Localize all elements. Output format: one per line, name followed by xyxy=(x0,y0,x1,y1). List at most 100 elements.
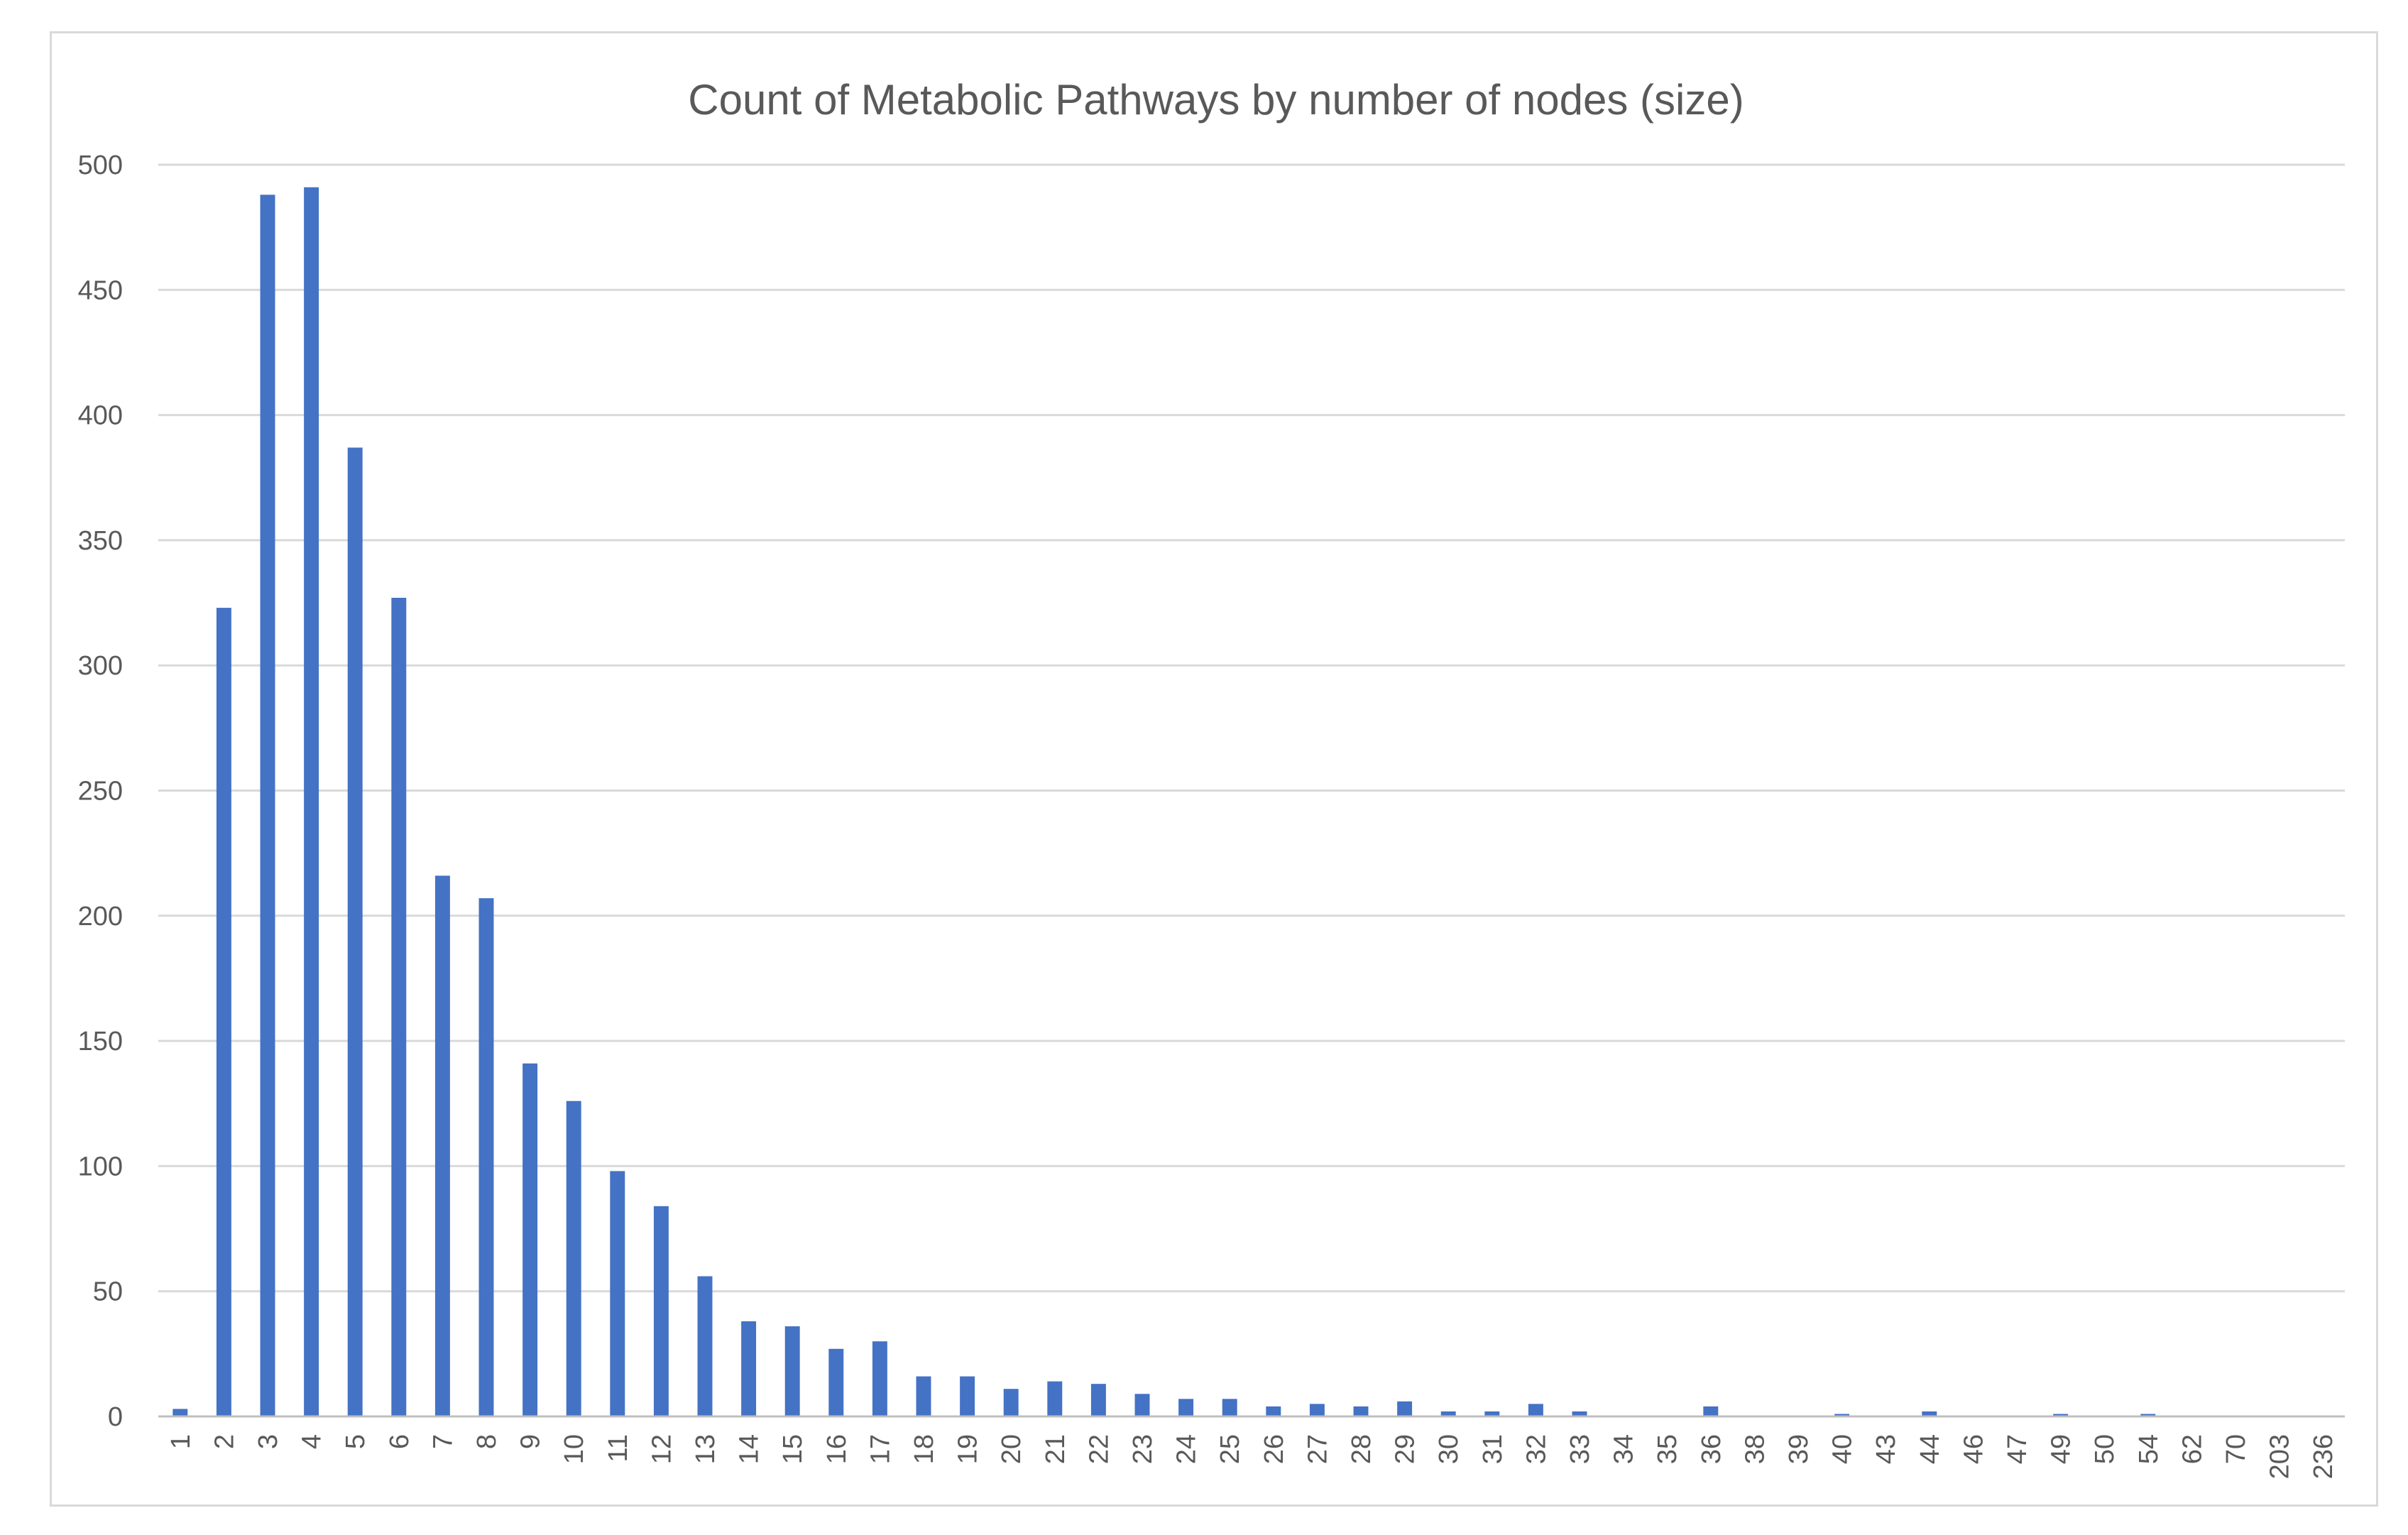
bar-4 xyxy=(304,187,319,1416)
x-tick-label: 35 xyxy=(1653,1434,1682,1464)
bar-36 xyxy=(1703,1406,1719,1416)
x-tick-label: 21 xyxy=(1041,1434,1071,1464)
x-tick-label: 13 xyxy=(691,1434,721,1464)
x-tick-label: 70 xyxy=(2221,1434,2251,1464)
x-tick-label: 49 xyxy=(2047,1434,2076,1464)
x-tick-label: 62 xyxy=(2177,1434,2207,1464)
x-tick-label: 8 xyxy=(472,1434,502,1449)
x-tick-label: 31 xyxy=(1478,1434,1508,1464)
x-tick-label: 43 xyxy=(1871,1434,1901,1464)
bar-10 xyxy=(566,1100,581,1416)
x-tick-label: 54 xyxy=(2134,1434,2164,1464)
bar-18 xyxy=(916,1376,931,1416)
bar-1 xyxy=(173,1409,188,1416)
x-tick-label: 40 xyxy=(1828,1434,1858,1464)
x-tick-label: 39 xyxy=(1784,1434,1814,1464)
x-tick-label: 6 xyxy=(385,1434,415,1449)
bar-27 xyxy=(1309,1404,1325,1416)
x-tick-label: 12 xyxy=(647,1434,677,1464)
y-tick-label: 450 xyxy=(78,275,123,305)
x-tick-label: 10 xyxy=(559,1434,589,1464)
bar-20 xyxy=(1003,1389,1019,1416)
bar-5 xyxy=(347,447,363,1416)
bar-30 xyxy=(1440,1411,1456,1416)
bar-25 xyxy=(1222,1399,1237,1416)
x-tick-label: 9 xyxy=(516,1434,546,1449)
bar-2 xyxy=(216,608,231,1416)
y-tick-label: 200 xyxy=(78,902,123,932)
bars xyxy=(173,187,2156,1416)
bar-6 xyxy=(391,597,407,1416)
bar-29 xyxy=(1397,1401,1413,1416)
x-tick-label: 27 xyxy=(1303,1434,1332,1464)
y-tick-label: 250 xyxy=(78,777,123,807)
x-tick-label: 36 xyxy=(1697,1434,1726,1464)
y-axis-ticks: 0 50 100 150 200 250 300 350 400 450 500 xyxy=(78,151,123,1432)
x-tick-label: 38 xyxy=(1740,1434,1770,1464)
x-tick-label: 30 xyxy=(1434,1434,1464,1464)
y-tick-label: 400 xyxy=(78,401,123,431)
x-tick-label: 46 xyxy=(1959,1434,1988,1464)
bar-44 xyxy=(1922,1411,1937,1416)
x-tick-label: 236 xyxy=(2309,1434,2338,1479)
x-tick-label: 2 xyxy=(209,1434,239,1449)
x-tick-label: 25 xyxy=(1215,1434,1245,1464)
bar-23 xyxy=(1134,1394,1150,1416)
x-tick-label: 3 xyxy=(253,1434,283,1449)
bar-54 xyxy=(2140,1414,2156,1416)
x-tick-label: 18 xyxy=(909,1434,939,1464)
x-tick-label: 15 xyxy=(778,1434,808,1464)
y-tick-label: 150 xyxy=(78,1027,123,1056)
bar-24 xyxy=(1178,1399,1194,1416)
x-tick-label: 28 xyxy=(1347,1434,1377,1464)
y-tick-label: 500 xyxy=(78,151,123,180)
x-tick-label: 20 xyxy=(997,1434,1027,1464)
x-tick-label: 17 xyxy=(865,1434,895,1464)
x-tick-label: 50 xyxy=(2090,1434,2120,1464)
bar-28 xyxy=(1353,1406,1369,1416)
x-tick-label: 4 xyxy=(297,1434,327,1449)
y-tick-label: 0 xyxy=(108,1402,123,1432)
bar-9 xyxy=(522,1063,538,1416)
x-tick-label: 7 xyxy=(428,1434,458,1449)
bar-40 xyxy=(1834,1414,1850,1416)
chart-frame: Count of Metabolic Pathways by number of… xyxy=(50,31,2378,1507)
y-tick-label: 300 xyxy=(78,651,123,681)
x-tick-label: 29 xyxy=(1391,1434,1421,1464)
bar-chart: Count of Metabolic Pathways by number of… xyxy=(78,76,2345,1479)
x-tick-label: 32 xyxy=(1521,1434,1551,1464)
bar-17 xyxy=(872,1341,887,1416)
x-tick-label: 5 xyxy=(341,1434,371,1449)
bar-49 xyxy=(2053,1414,2069,1416)
x-tick-label: 22 xyxy=(1084,1434,1114,1464)
x-tick-label: 14 xyxy=(735,1434,765,1464)
x-tick-label: 34 xyxy=(1609,1434,1639,1464)
bar-7 xyxy=(434,875,450,1416)
bar-22 xyxy=(1090,1384,1106,1416)
y-tick-label: 350 xyxy=(78,526,123,556)
bar-12 xyxy=(653,1206,669,1416)
bar-8 xyxy=(478,898,494,1416)
bar-31 xyxy=(1484,1411,1500,1416)
x-tick-label: 24 xyxy=(1172,1434,1202,1464)
y-tick-label: 50 xyxy=(93,1277,123,1307)
x-axis-ticks: 1 2 3 4 5 6 7 8 9 10 11 12 13 14 15 16 17 18 19 20 21 22 23 24 2… xyxy=(166,1434,2338,1479)
x-tick-label: 19 xyxy=(953,1434,983,1464)
x-tick-label: 33 xyxy=(1565,1434,1595,1464)
bar-21 xyxy=(1047,1381,1063,1416)
x-tick-label: 44 xyxy=(1915,1434,1945,1464)
x-tick-label: 23 xyxy=(1128,1434,1158,1464)
bar-11 xyxy=(610,1171,625,1416)
bar-16 xyxy=(828,1348,844,1416)
x-tick-label: 16 xyxy=(822,1434,852,1464)
x-tick-label: 47 xyxy=(2003,1434,2032,1464)
x-tick-label: 11 xyxy=(603,1434,633,1462)
bar-15 xyxy=(784,1326,800,1416)
bar-3 xyxy=(260,195,275,1416)
bar-14 xyxy=(741,1321,757,1416)
bar-13 xyxy=(697,1276,713,1416)
bar-32 xyxy=(1528,1404,1543,1416)
bar-33 xyxy=(1572,1411,1587,1416)
y-tick-label: 100 xyxy=(78,1152,123,1181)
x-tick-label: 1 xyxy=(166,1434,196,1449)
